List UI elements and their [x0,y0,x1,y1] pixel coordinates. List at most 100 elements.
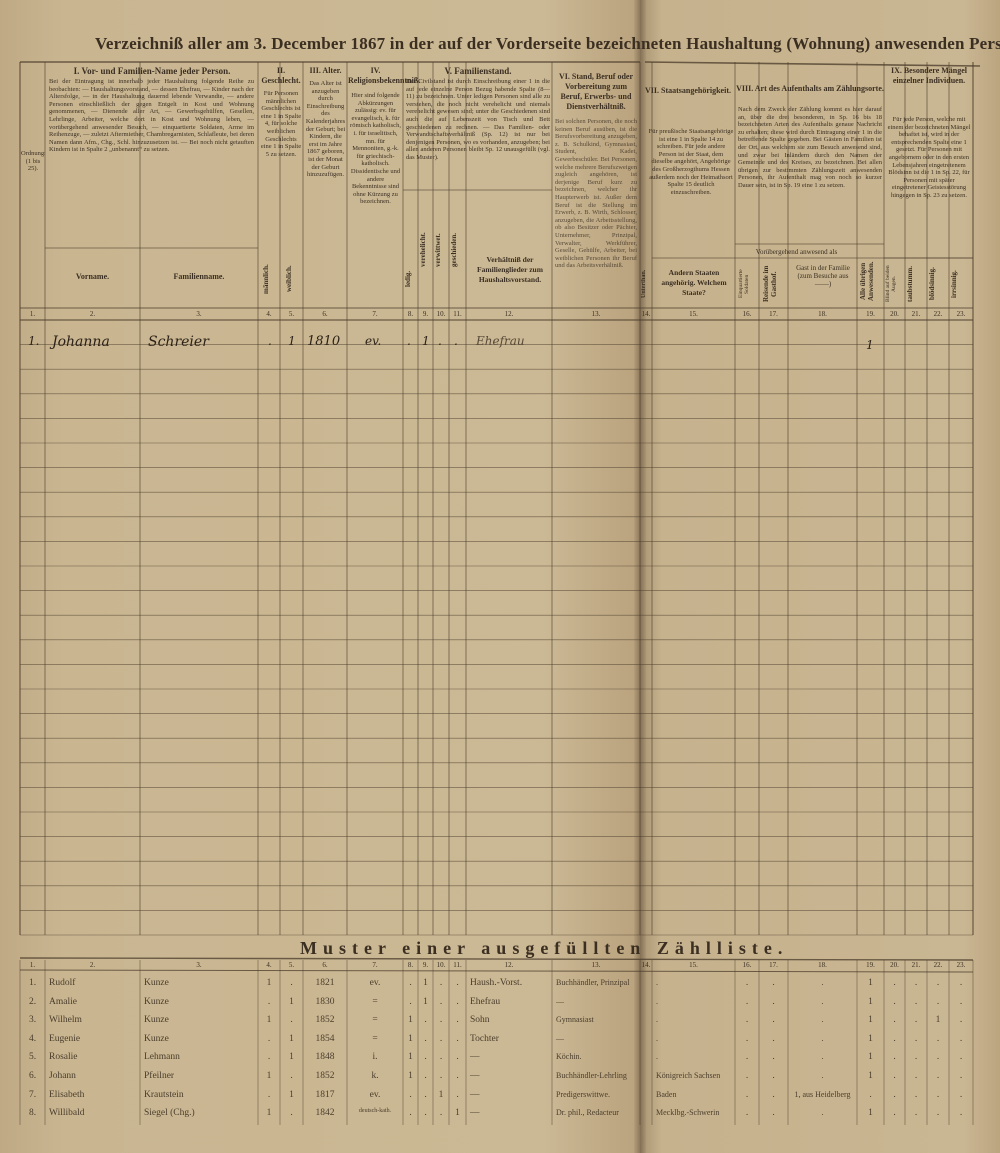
column-number: 7. [372,310,378,318]
header-ordnungsnummer: Ordnungsnummer (1 bis 25). [21,150,45,173]
muster-cell: . [456,1071,459,1081]
muster-cell: . [914,1015,918,1026]
muster-cell: 4. [28,1033,37,1044]
muster-cell: 1 [408,1015,413,1026]
muster-cell: . [409,978,412,988]
entry-verehelicht: 1 [422,334,430,348]
muster-cell: . [656,1015,658,1025]
muster-cell: . [772,996,775,1007]
muster-cell: 1 [408,1071,413,1081]
muster-cell: . [936,978,940,988]
muster-cell: 1 [455,1108,460,1119]
muster-cell: 1 [289,1052,294,1063]
muster-cell: Kunze [144,978,169,988]
muster-cell: . [456,1052,459,1063]
column-number: 15. [689,310,698,318]
column-number: 11. [453,310,462,318]
muster-cell: Rudolf [49,978,76,988]
muster-cell: . [439,978,443,988]
muster-cell: . [959,1089,963,1100]
muster-cell: . [936,996,940,1007]
header-unterthan: Unterthan. [641,269,647,299]
muster-cell: Buchhändler, Prinzipal [556,978,630,987]
muster-cell: 8. [28,1108,37,1119]
muster-cell: . [745,996,749,1007]
header-vorname: Vorname. [75,272,110,281]
header-VII-text: Für preußische Staatsangehörige ist eine… [648,128,734,196]
muster-cell: Mecklbg.-Schwerin [656,1108,720,1118]
column-number: 9. [422,310,429,318]
header-VI-text: Bei solchen Personen, die noch keinen Be… [555,118,637,270]
muster-cell: 1 [266,1108,272,1119]
muster-cell: . [745,978,749,988]
muster-cell: . [409,1089,412,1100]
header-verwittwet: verwittwet. [434,233,442,267]
muster-cell: Baden [656,1089,677,1099]
left-page [0,0,640,1153]
muster-cell: deutsch-kath. [358,1108,392,1115]
muster-cell: Dr. phil., Redacteur [556,1108,619,1118]
muster-cell: Gymnasiast [556,1015,594,1025]
muster-cell: . [772,1015,775,1026]
muster-cell: 1842 [315,1108,335,1119]
muster-cell: . [893,1108,896,1119]
muster-cell: . [821,1033,824,1043]
muster-cell: Rosalie [49,1052,78,1063]
header-geschieden: geschieden. [450,232,458,268]
muster-cell: — [556,996,564,1006]
muster-cell: . [456,1033,459,1044]
muster-column-number: 13. [591,961,601,969]
muster-cell: 5. [28,1052,37,1063]
muster-column-number: 8. [407,961,414,969]
muster-cell: . [959,1015,963,1026]
muster-cell: . [772,1108,775,1119]
muster-cell: . [893,978,896,988]
muster-cell: Ehefrau [470,996,501,1007]
muster-cell: 1852 [315,1015,335,1026]
header-maennlich: männlich. [262,264,270,294]
header-III-text: Das Alter ist anzugeben durch Einschreib… [305,80,346,179]
muster-cell: . [439,996,443,1007]
muster-cell: . [959,978,963,988]
header-blind: Blind auf beiden Augen. [885,265,897,303]
muster-title: Muster einer ausgefüllten Zählliste. [300,938,789,958]
muster-cell: Kunze [144,1033,169,1044]
muster-cell: Wilhelm [49,1015,82,1026]
muster-cell: . [914,996,918,1007]
muster-cell: . [439,1071,443,1081]
muster-cell: Amalie [49,996,77,1007]
muster-cell: 1 [868,1108,873,1119]
muster-cell: . [772,1089,775,1100]
column-number: 2. [89,310,96,318]
muster-cell: . [914,1089,918,1100]
column-number: 22. [933,310,943,318]
entry-familienname: Schreier [148,334,209,350]
grid-line [19,969,974,973]
muster-cell: . [914,1052,918,1063]
header-voruebergehend: Vorübergehend anwesend als [755,248,838,256]
muster-cell: 1852 [315,1071,335,1081]
entry-geburtsjahr: 1810 [307,334,341,349]
column-number: 3. [196,310,202,318]
muster-cell: . [893,1071,896,1081]
muster-cell: . [424,1089,427,1100]
header-ledig: ledig. [404,270,412,288]
column-number: 5. [288,310,295,318]
muster-cell: . [267,996,271,1007]
muster-cell: 1 [266,978,272,988]
muster-column-number: 1. [29,961,36,969]
muster-cell: . [959,1052,963,1063]
header-irrsinnig: irrsinnig. [950,270,958,298]
muster-cell: 1848 [315,1052,335,1063]
muster-cell: . [893,1052,896,1063]
header-verhaeltniss: Verhältniß der Familienglieder zum Haush… [477,255,543,284]
muster-column-number: 17. [769,961,778,969]
header-VIII-text: Nach dem Zweck der Zählung kommt es hier… [738,106,882,189]
muster-cell: Predigerswittwe. [556,1089,610,1099]
muster-cell: 1 [868,1015,873,1026]
header-V-text: Der Civilstand ist durch Einschreibung e… [406,78,550,161]
muster-cell: . [656,1052,658,1062]
header-reisende: Reisende im Gasthof. [762,265,778,303]
muster-column-number: 11. [453,961,462,969]
